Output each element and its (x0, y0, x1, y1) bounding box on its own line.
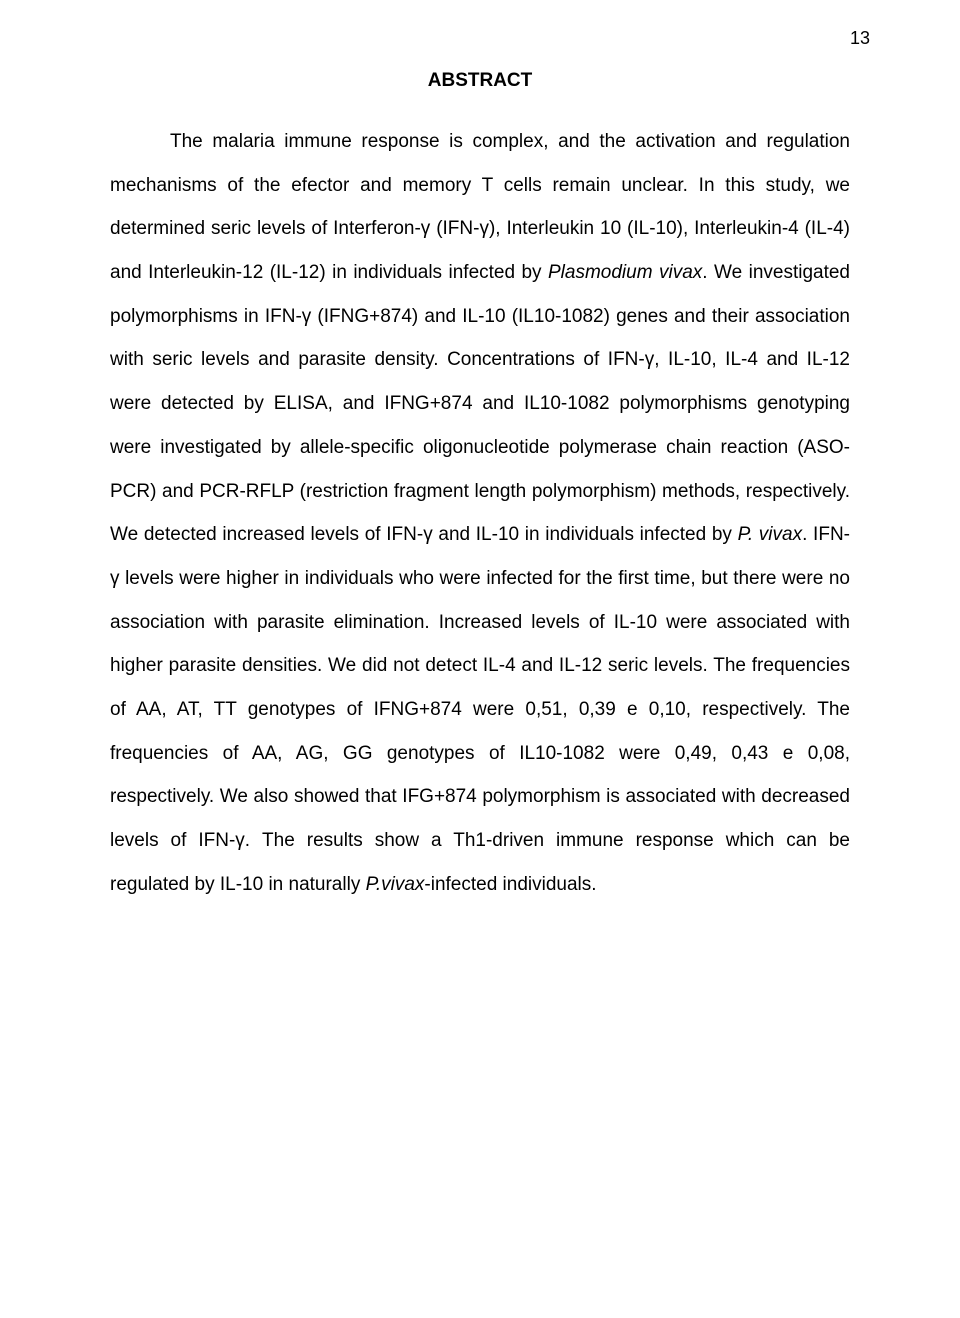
abstract-body: The malaria immune response is complex, … (110, 120, 850, 906)
abstract-heading: ABSTRACT (110, 70, 850, 92)
text-segment-1: The malaria immune response is complex, … (110, 131, 850, 283)
text-segment-2: . We investigated polymorphisms in IFN-γ… (110, 262, 850, 545)
page-number: 13 (850, 28, 870, 49)
text-segment-3: . IFN-γ levels were higher in individual… (110, 524, 850, 895)
text-segment-4: -infected individuals. (424, 874, 596, 895)
page-container: 13 ABSTRACT The malaria immune response … (0, 0, 960, 1318)
italic-species-3: P.vivax (366, 874, 425, 895)
italic-species-1: Plasmodium vivax (548, 262, 702, 283)
italic-species-2: P. vivax (738, 524, 802, 545)
